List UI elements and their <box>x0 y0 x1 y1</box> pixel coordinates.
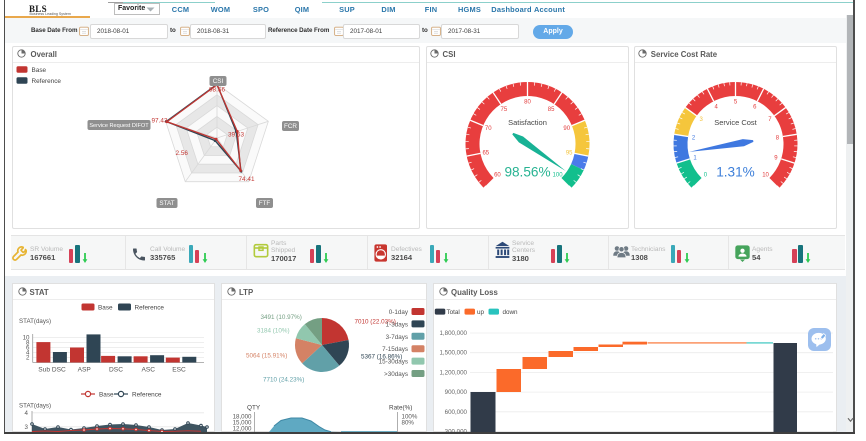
svg-text:80%: 80% <box>402 420 415 427</box>
svg-text:5367 (16.86%): 5367 (16.86%) <box>361 354 402 361</box>
svg-text:97.43: 97.43 <box>152 118 168 125</box>
svg-text:2: 2 <box>26 355 30 362</box>
svg-text:STAT(days): STAT(days) <box>19 403 51 410</box>
svg-text:down: down <box>503 309 519 316</box>
svg-text:Reference: Reference <box>135 305 165 312</box>
svg-text:6: 6 <box>26 345 30 352</box>
svg-text:0-1day: 0-1day <box>389 309 409 316</box>
svg-text:3: 3 <box>25 424 29 431</box>
svg-text:95: 95 <box>565 150 572 156</box>
svg-text:3491 (10.97%): 3491 (10.97%) <box>261 314 302 321</box>
svg-text:65: 65 <box>482 150 489 156</box>
svg-text:ASP: ASP <box>78 367 92 374</box>
svg-text:98.56: 98.56 <box>209 87 225 94</box>
svg-text:CSI: CSI <box>213 78 224 85</box>
svg-text:Service Cost: Service Cost <box>714 118 757 127</box>
svg-text:8: 8 <box>26 340 30 347</box>
svg-text:15,000: 15,000 <box>233 420 252 427</box>
svg-text:4: 4 <box>26 350 30 357</box>
svg-text:2: 2 <box>691 136 695 142</box>
svg-text:6: 6 <box>753 104 757 110</box>
svg-text:75: 75 <box>500 107 507 113</box>
svg-text:10: 10 <box>23 335 30 342</box>
svg-text:7010 (22.03%): 7010 (22.03%) <box>355 319 396 326</box>
svg-text:DSC: DSC <box>109 367 123 374</box>
svg-text:7: 7 <box>768 117 772 123</box>
svg-text:100%: 100% <box>402 414 418 421</box>
svg-text:Service Request DIFOT: Service Request DIFOT <box>89 123 149 129</box>
svg-text:3: 3 <box>699 117 703 123</box>
svg-text:15-30days: 15-30days <box>379 359 408 366</box>
svg-text:0: 0 <box>703 172 707 178</box>
svg-text:4: 4 <box>25 410 29 417</box>
svg-text:80: 80 <box>524 100 531 106</box>
svg-text:1.31%: 1.31% <box>716 165 755 180</box>
svg-text:100: 100 <box>552 172 563 178</box>
svg-text:5064 (15.91%): 5064 (15.91%) <box>246 353 287 360</box>
svg-text:Reference: Reference <box>32 78 62 85</box>
svg-text:FTF: FTF <box>259 200 271 207</box>
svg-text:Satisfaction: Satisfaction <box>508 118 547 127</box>
svg-text:STAT: STAT <box>159 200 174 207</box>
svg-text:1,800,000: 1,800,000 <box>439 330 467 337</box>
svg-text:7710 (24.23%): 7710 (24.23%) <box>263 377 304 384</box>
svg-text:Rate(%): Rate(%) <box>389 405 412 412</box>
svg-text:STAT(days): STAT(days) <box>19 318 51 325</box>
svg-text:>30days: >30days <box>384 371 408 378</box>
svg-text:900,000: 900,000 <box>445 389 468 396</box>
svg-text:Total: Total <box>447 309 460 316</box>
svg-text:ESC: ESC <box>172 367 186 374</box>
svg-text:QTY: QTY <box>247 405 261 412</box>
svg-text:1: 1 <box>693 155 697 161</box>
svg-text:60: 60 <box>494 172 501 178</box>
svg-text:600,000: 600,000 <box>445 409 468 416</box>
svg-text:70: 70 <box>484 126 491 132</box>
svg-text:98.56%: 98.56% <box>504 165 550 180</box>
svg-text:Sub DSC: Sub DSC <box>38 367 66 374</box>
svg-text:8: 8 <box>775 136 779 142</box>
svg-text:Base: Base <box>99 392 114 399</box>
svg-text:1,500,000: 1,500,000 <box>439 350 467 357</box>
svg-text:90: 90 <box>563 126 570 132</box>
svg-text:18,000: 18,000 <box>233 414 252 421</box>
svg-text:1,200,000: 1,200,000 <box>439 369 467 376</box>
svg-text:39.53: 39.53 <box>228 132 244 139</box>
svg-text:up: up <box>477 309 485 316</box>
svg-text:2.56: 2.56 <box>176 150 189 157</box>
svg-text:5: 5 <box>733 100 737 106</box>
svg-text:12,000: 12,000 <box>233 426 252 433</box>
svg-text:74.41: 74.41 <box>239 176 255 183</box>
svg-text:4: 4 <box>714 104 718 110</box>
svg-text:300,000: 300,000 <box>445 429 468 433</box>
svg-text:1-3days: 1-3days <box>386 321 408 328</box>
svg-text:Reference: Reference <box>132 392 162 399</box>
svg-text:3-7days: 3-7days <box>386 334 408 341</box>
svg-text:85: 85 <box>547 107 554 113</box>
svg-text:3184 (10%): 3184 (10%) <box>257 328 290 335</box>
svg-text:Base: Base <box>98 305 113 312</box>
svg-text:ASC: ASC <box>142 367 156 374</box>
svg-text:9: 9 <box>774 155 778 161</box>
svg-text:FCR: FCR <box>284 123 297 130</box>
svg-text:10: 10 <box>762 172 769 178</box>
svg-text:7-15days: 7-15days <box>382 346 408 353</box>
svg-text:Base: Base <box>32 67 47 74</box>
